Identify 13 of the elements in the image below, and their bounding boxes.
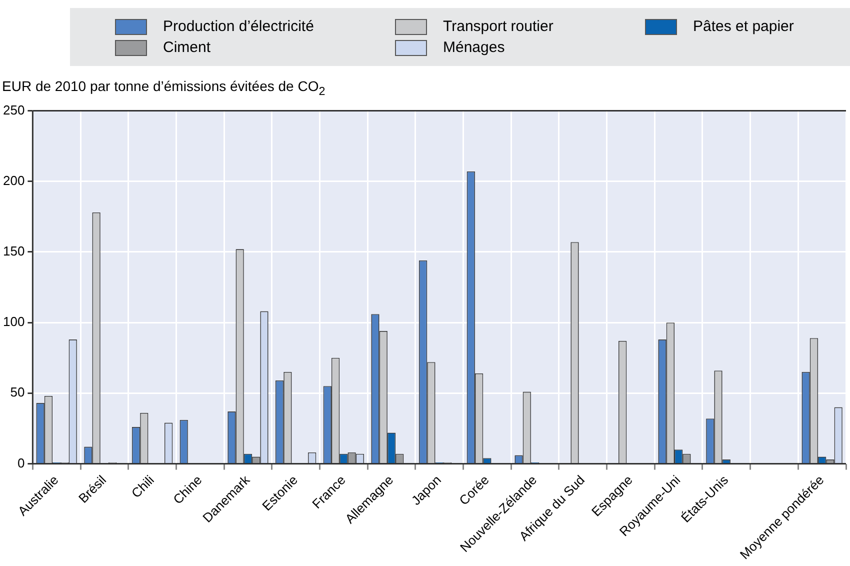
y-tick-label: 250: [2, 102, 25, 118]
y-tick-label: 50: [10, 384, 25, 400]
y-axis-title: EUR de 2010 par tonne d’émissions évitées de CO$_{2}$: [2, 78, 326, 98]
x-tick-label: Chili: [128, 472, 158, 501]
legend-label: Ménages: [443, 39, 505, 56]
legend-label: Production d’électricité: [163, 18, 314, 35]
legend-label: Pâtes et papier: [693, 18, 794, 35]
y-tick-label: 200: [2, 172, 25, 188]
legend-label: Ciment: [163, 39, 211, 56]
legend-label: Transport routier: [443, 18, 554, 35]
y-tick-label: 0: [17, 455, 25, 470]
y-tick-label: 100: [2, 314, 25, 330]
y-tick-label: 150: [2, 244, 25, 259]
